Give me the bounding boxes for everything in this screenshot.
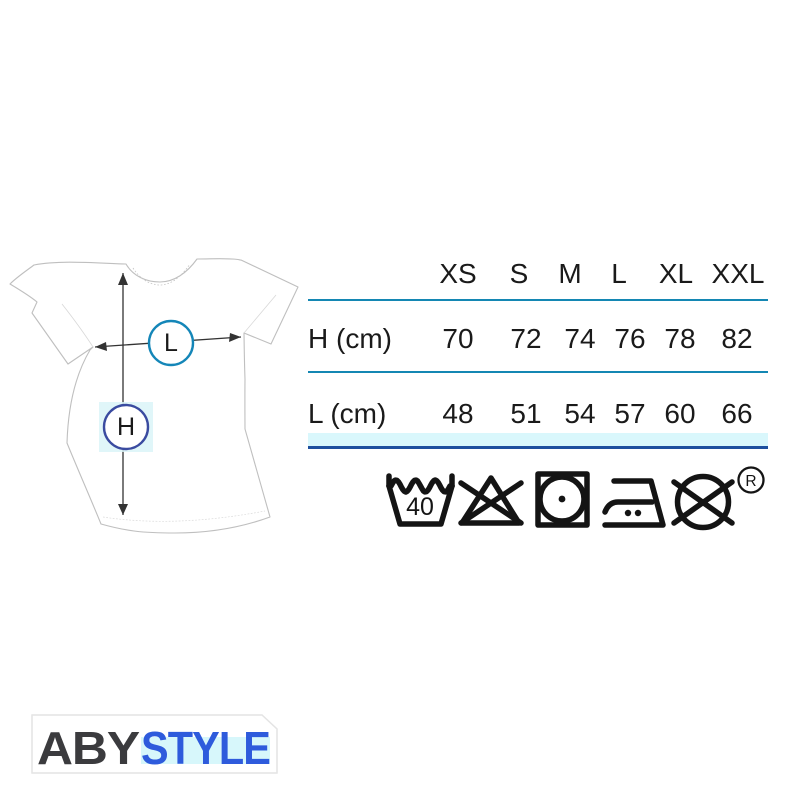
svg-text:STYLE: STYLE [141,722,270,774]
svg-text:ABY: ABY [37,722,139,774]
